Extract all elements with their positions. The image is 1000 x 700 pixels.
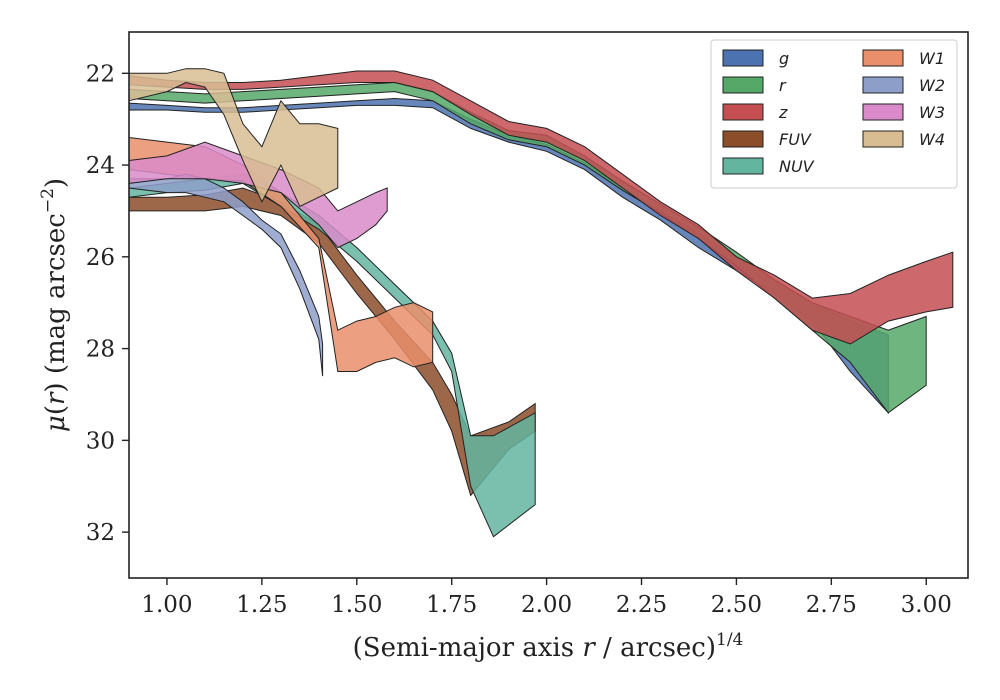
legend-swatch-nuv <box>722 157 764 175</box>
legend: grz FUV NUV W1 W2 W3 W4 <box>710 39 958 189</box>
y-tick-label: 24 <box>86 153 115 179</box>
legend-label-nuv: NUV <box>779 157 815 176</box>
x-tick-label: 1.50 <box>331 592 382 618</box>
legend-label-fuv: FUV <box>779 130 812 149</box>
legend-label-w3: W3 <box>919 103 945 122</box>
legend-swatch-w1 <box>862 49 904 67</box>
y-axis-title: μ(r) (mag arcsec−2) <box>38 178 71 432</box>
y-tick-label: 28 <box>86 337 115 363</box>
legend-swatch-g <box>722 49 764 67</box>
x-tick-label: 1.00 <box>141 592 192 618</box>
band-z <box>128 70 954 345</box>
y-tick-label: 32 <box>86 520 115 546</box>
legend-swatch-w4 <box>862 130 904 148</box>
y-tick-label: 22 <box>86 61 115 87</box>
legend-swatch-w3 <box>862 103 904 121</box>
x-tick-label: 3.00 <box>901 592 952 618</box>
legend-swatch-fuv <box>722 130 764 148</box>
legend-swatch-r <box>722 76 764 94</box>
x-axis-ticks: 1.00 1.25 1.50 1.75 2.00 2.25 2.50 2.75 3.00 <box>141 578 952 618</box>
legend-items: grz FUV NUV W1 W2 W3 W4 <box>722 49 945 176</box>
x-tick-label: 1.75 <box>426 592 477 618</box>
y-tick-label: 30 <box>86 428 115 454</box>
band-w2 <box>128 173 324 377</box>
data-bands <box>128 68 954 538</box>
legend-label-w4: W4 <box>919 130 945 149</box>
legend-swatch-z <box>722 103 764 121</box>
x-tick-label: 2.25 <box>616 592 667 618</box>
legend-swatch-w2 <box>862 76 904 94</box>
x-tick-label: 2.50 <box>711 592 762 618</box>
x-tick-label: 1.25 <box>236 592 287 618</box>
legend-label-g: g <box>779 49 789 68</box>
x-axis-title: (Semi-major axis r / arcsec)1/4 <box>353 630 744 663</box>
legend-label-w2: W2 <box>919 76 945 95</box>
legend-label-r: r <box>779 76 787 95</box>
plot-frame <box>128 31 969 579</box>
band-w4 <box>128 68 339 208</box>
x-tick-label: 2.75 <box>806 592 857 618</box>
y-axis-ticks: 22 24 26 28 30 32 <box>86 61 129 546</box>
legend-label-z: z <box>778 103 788 122</box>
x-tick-label: 2.00 <box>521 592 572 618</box>
legend-label-w1: W1 <box>919 49 945 68</box>
y-tick-label: 26 <box>86 245 115 271</box>
